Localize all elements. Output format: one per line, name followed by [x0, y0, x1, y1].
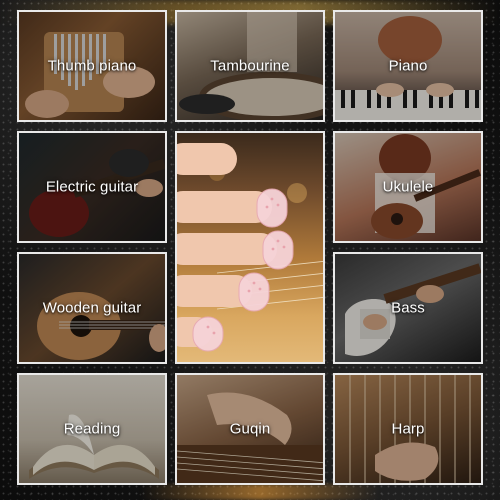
wooden-guitar-photo: [37, 292, 165, 360]
tile-piano: Piano: [333, 10, 483, 122]
tile-label: Reading: [63, 420, 121, 438]
tile-label: Electric guitar: [45, 178, 139, 196]
tile-electric-guitar: Electric guitar: [17, 131, 167, 243]
electric-guitar-photo: [29, 149, 165, 237]
tile-overlay: [335, 12, 481, 120]
guqin-photo: [177, 392, 323, 483]
tile-overlay: [19, 254, 165, 362]
gold-light-streak-bottom: [140, 484, 380, 500]
usage-grid: Thumb piano Tambourine: [17, 10, 483, 490]
tile-label: Guqin: [229, 420, 271, 438]
hand-with-fingertip-guards: [177, 143, 323, 352]
tile-guqin: Guqin: [175, 373, 325, 485]
tile-thumb-piano: Thumb piano: [17, 10, 167, 122]
tile-label: Ukulele: [382, 178, 434, 196]
tile-overlay: [177, 375, 323, 483]
harp-photo: [349, 375, 471, 483]
ukulele-photo: [371, 134, 481, 239]
tile-overlay: [335, 254, 481, 362]
tile-tambourine: Tambourine: [175, 10, 325, 122]
tile-overlay: [335, 375, 481, 483]
open-book-photo: [29, 414, 159, 479]
tile-overlay: [177, 12, 323, 120]
tile-label: Thumb piano: [47, 57, 137, 75]
tile-label: Wooden guitar: [42, 299, 142, 317]
tile-label: Tambourine: [210, 57, 290, 75]
tile-label: Piano: [388, 57, 428, 75]
bass-photo: [345, 263, 481, 356]
tile-label: Harp: [391, 420, 425, 438]
tile-ukulele: Ukulele: [333, 131, 483, 243]
tile-bass: Bass: [333, 252, 483, 364]
tile-overlay: [19, 12, 165, 120]
product-photo-fingertip-guards: [175, 131, 325, 364]
tile-overlay: [335, 133, 481, 241]
tile-overlay: [19, 133, 165, 241]
piano-photo: [335, 16, 481, 120]
tile-overlay: [19, 375, 165, 483]
tile-reading: Reading: [17, 373, 167, 485]
tambourine-photo: [179, 12, 323, 120]
thumb-piano-photo: [25, 32, 155, 118]
tile-harp: Harp: [333, 373, 483, 485]
tile-wooden-guitar: Wooden guitar: [17, 252, 167, 364]
tile-label: Bass: [391, 299, 425, 317]
